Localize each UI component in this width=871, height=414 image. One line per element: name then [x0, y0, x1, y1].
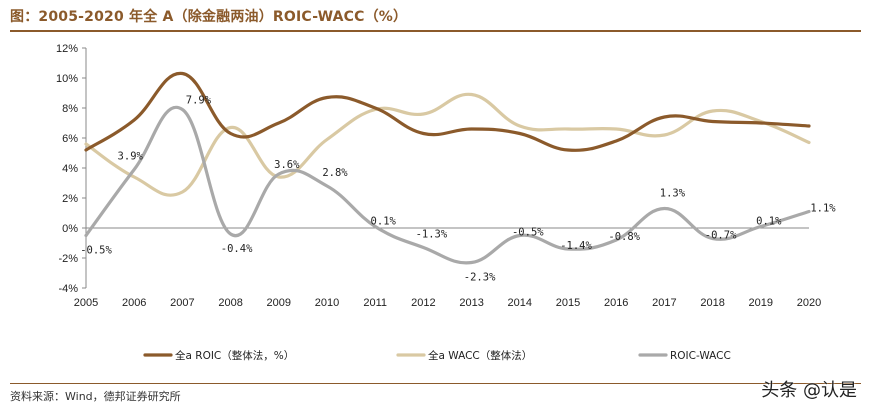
data-label: 3.6%	[274, 159, 300, 171]
roic-line	[84, 71, 811, 152]
x-tick-label: 2005	[74, 297, 98, 309]
data-label: 0.1%	[756, 216, 782, 228]
data-label: 2.8%	[322, 167, 348, 179]
legend-item-roic-wacc: ROIC-WACC	[638, 350, 731, 362]
data-label: 7.9%	[186, 95, 212, 107]
x-tick-label: 2011	[363, 297, 387, 309]
x-tick-label: 2007	[170, 297, 194, 309]
chart-title: 图：2005-2020 年全 A（除金融两油）ROIC-WACC（%）	[10, 9, 408, 25]
y-tick-label: 2%	[62, 193, 78, 205]
x-tick-label: 2008	[218, 297, 242, 309]
y-tick-label: 12%	[56, 43, 78, 55]
x-tick-label: 2006	[122, 297, 146, 309]
y-tick-label: -2%	[58, 253, 78, 265]
data-label: 3.9%	[118, 151, 144, 163]
source-note: 资料来源：Wind，德邦证券研究所	[10, 390, 181, 403]
data-label: -0.4%	[221, 243, 253, 255]
x-tick-label: 2009	[267, 297, 291, 309]
line-chart: -4% -2% 0% 2% 4% 6% 8% 10% 12% 2005 2006 2007 2008 20…	[56, 43, 836, 362]
x-tick-label: 2010	[315, 297, 339, 309]
watermark: 头条 @认是	[761, 380, 857, 401]
data-label: -2.3%	[464, 272, 496, 284]
roic-wacc-line	[84, 105, 811, 265]
footer-rule	[10, 383, 861, 384]
wacc-line	[84, 92, 811, 197]
series-lines	[84, 71, 811, 265]
title-rule	[10, 30, 861, 32]
x-tick-label: 2019	[749, 297, 773, 309]
x-tick-label: 2013	[459, 297, 483, 309]
data-label: -1.3%	[416, 229, 448, 241]
x-tick-label: 2012	[411, 297, 435, 309]
y-tick-label: 4%	[62, 163, 78, 175]
x-tick-label: 2020	[797, 297, 821, 309]
axes: -4% -2% 0% 2% 4% 6% 8% 10% 12% 2005 2006 2007 2008 20…	[56, 43, 821, 309]
y-tick-label: 0%	[62, 223, 78, 235]
data-label: -0.7%	[705, 230, 737, 242]
data-label: -0.5%	[80, 245, 112, 257]
y-tick-label: 8%	[62, 103, 78, 115]
data-label: -0.8%	[608, 231, 640, 243]
x-tick-label: 2016	[604, 297, 628, 309]
legend-label: 全a WACC（整体法）	[428, 349, 532, 362]
data-label: -1.4%	[560, 240, 592, 252]
x-tick-label: 2015	[556, 297, 580, 309]
x-tick-label: 2014	[508, 297, 532, 309]
data-label: 1.3%	[660, 188, 686, 200]
legend-label: ROIC-WACC	[670, 350, 731, 362]
legend-label: 全a ROIC（整体法，%）	[175, 349, 294, 362]
legend-item-roic: 全a ROIC（整体法，%）	[143, 349, 294, 362]
y-tick-label: 6%	[62, 133, 78, 145]
y-tick-label: 10%	[56, 73, 78, 85]
data-label: 0.1%	[371, 216, 397, 228]
data-labels: -0.5% 3.9% 7.9% -0.4% 3.6% 2.8% 0.1% -1.3% -2.3%…	[80, 95, 836, 284]
y-tick-label: -4%	[58, 283, 78, 295]
x-tick-label: 2018	[700, 297, 724, 309]
legend-item-wacc: 全a WACC（整体法）	[396, 349, 532, 362]
data-label: 1.1%	[810, 203, 836, 215]
legend: 全a ROIC（整体法，%） 全a WACC（整体法） ROIC-WACC	[143, 349, 731, 362]
data-label: -0.5%	[512, 227, 544, 239]
x-tick-label: 2017	[652, 297, 676, 309]
